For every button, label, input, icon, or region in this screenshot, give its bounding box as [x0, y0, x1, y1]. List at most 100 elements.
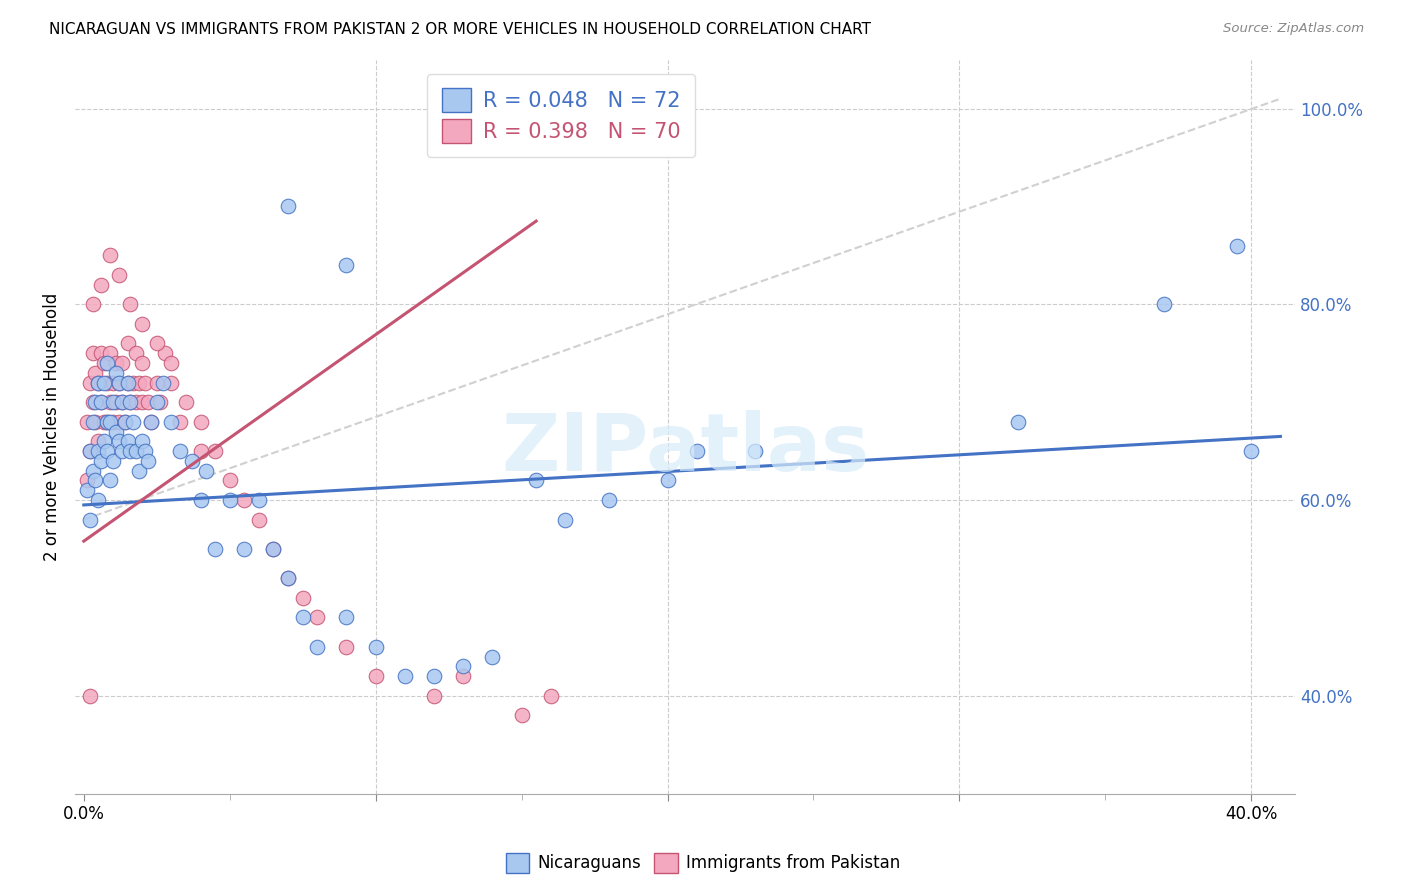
Point [247, 513, 270, 527]
Point [87, 376, 110, 390]
Point [195, 464, 218, 478]
Point [277, 571, 299, 585]
Point [87, 376, 110, 390]
Point [160, 415, 183, 429]
Point [107, 376, 129, 390]
Point [114, 415, 136, 429]
Point [82, 297, 104, 311]
Point [84, 395, 107, 409]
Point [93, 356, 115, 370]
Point [117, 376, 139, 390]
Point [1226, 238, 1249, 252]
Point [233, 541, 256, 556]
Point [125, 346, 148, 360]
Point [139, 415, 162, 429]
Point [204, 444, 226, 458]
Point [744, 444, 766, 458]
Point [90, 454, 112, 468]
Point [84, 366, 107, 380]
Point [307, 640, 329, 654]
Point [87, 493, 110, 508]
Point [120, 444, 142, 458]
Point [111, 395, 134, 409]
Point [120, 395, 142, 409]
Point [128, 464, 150, 478]
Point [101, 454, 124, 468]
Text: NICARAGUAN VS IMMIGRANTS FROM PAKISTAN 2 OR MORE VEHICLES IN HOUSEHOLD CORRELATI: NICARAGUAN VS IMMIGRANTS FROM PAKISTAN 2… [49, 22, 872, 37]
Point [82, 464, 104, 478]
Point [98, 415, 121, 429]
Point [510, 708, 533, 723]
Y-axis label: 2 or more Vehicles in Household: 2 or more Vehicles in Household [44, 293, 60, 561]
Point [136, 454, 159, 468]
Point [394, 669, 416, 683]
Point [98, 474, 121, 488]
Point [263, 541, 285, 556]
Point [120, 297, 142, 311]
Point [190, 415, 212, 429]
Point [139, 415, 162, 429]
Point [79, 444, 101, 458]
Point [79, 444, 101, 458]
Point [107, 268, 129, 282]
Point [423, 689, 446, 703]
Point [134, 444, 156, 458]
Point [364, 640, 387, 654]
Point [128, 376, 150, 390]
Point [423, 669, 446, 683]
Point [111, 356, 134, 370]
Point [96, 415, 118, 429]
Point [79, 376, 101, 390]
Point [98, 346, 121, 360]
Point [104, 425, 127, 439]
Point [104, 395, 127, 409]
Point [76, 415, 98, 429]
Point [451, 659, 474, 673]
Point [76, 474, 98, 488]
Point [82, 346, 104, 360]
Point [90, 395, 112, 409]
Point [98, 395, 121, 409]
Point [190, 493, 212, 508]
Point [84, 415, 107, 429]
Point [117, 434, 139, 449]
Point [335, 640, 357, 654]
Point [90, 395, 112, 409]
Point [96, 376, 118, 390]
Point [657, 474, 679, 488]
Point [93, 415, 115, 429]
Point [101, 376, 124, 390]
Point [93, 376, 115, 390]
Point [307, 610, 329, 624]
Point [218, 493, 240, 508]
Point [291, 591, 314, 605]
Point [554, 513, 576, 527]
Point [145, 395, 167, 409]
Point [218, 474, 240, 488]
Point [174, 395, 197, 409]
Point [335, 610, 357, 624]
Point [104, 356, 127, 370]
Point [1007, 415, 1029, 429]
Point [291, 610, 314, 624]
Point [134, 376, 156, 390]
Point [90, 346, 112, 360]
Point [136, 395, 159, 409]
Point [1153, 297, 1175, 311]
Point [180, 454, 202, 468]
Point [364, 669, 387, 683]
Point [247, 493, 270, 508]
Point [107, 434, 129, 449]
Point [131, 317, 153, 331]
Point [93, 434, 115, 449]
Point [82, 395, 104, 409]
Point [145, 336, 167, 351]
Point [79, 689, 101, 703]
Point [277, 199, 299, 213]
Point [160, 356, 183, 370]
Point [149, 395, 172, 409]
Point [120, 395, 142, 409]
Point [84, 474, 107, 488]
Point [686, 444, 709, 458]
Point [169, 415, 191, 429]
